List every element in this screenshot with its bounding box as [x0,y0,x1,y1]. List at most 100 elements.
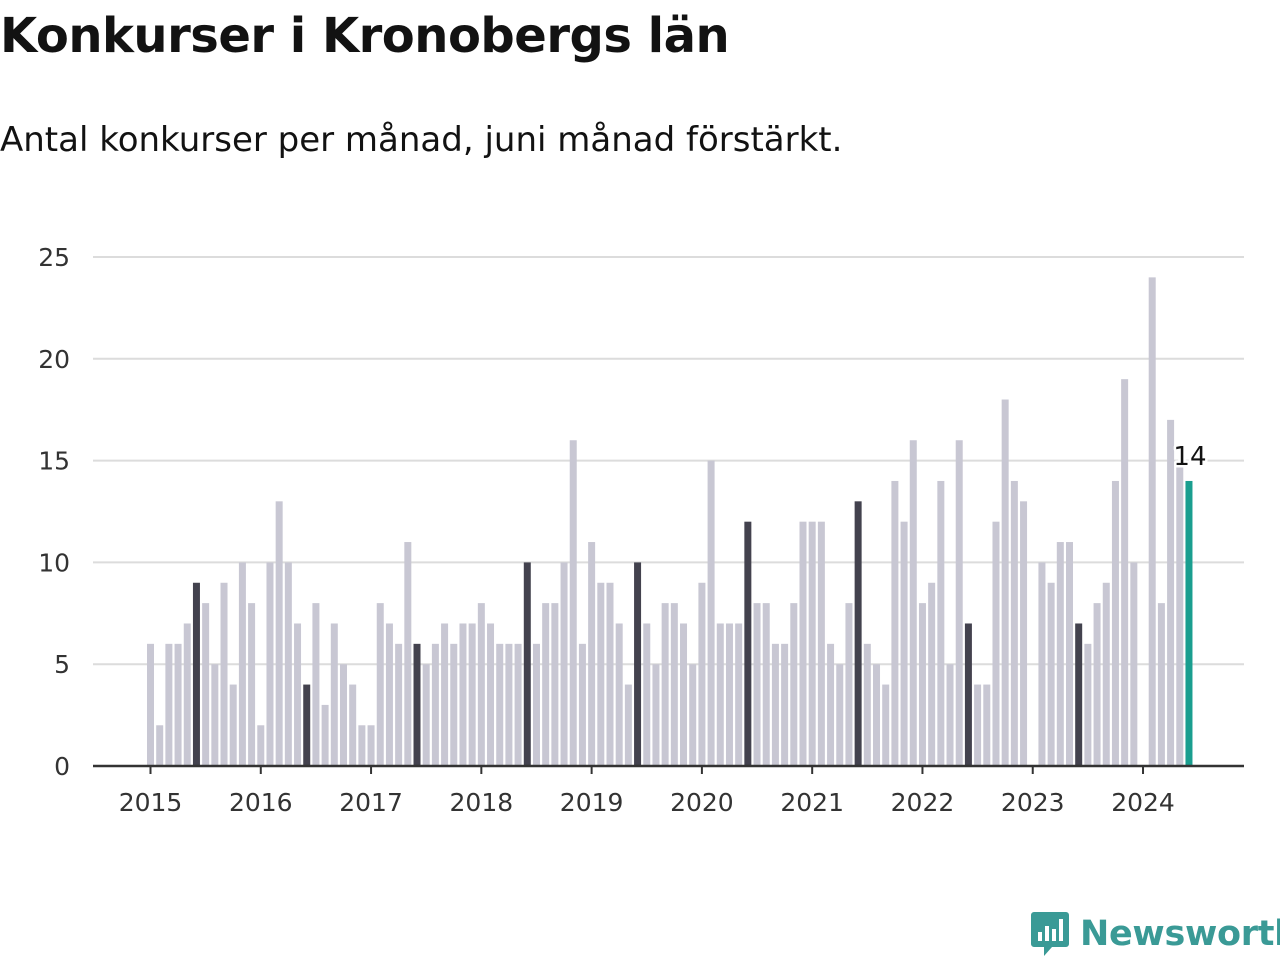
x-tick-label: 2016 [229,788,293,817]
bar [918,603,926,766]
newsworthy-logo-icon [1031,912,1069,956]
bar [974,684,982,766]
bar [725,623,733,766]
bar [716,623,724,766]
bar [670,603,678,766]
x-axis: 2015 2016 2017 2018 2019 2020 2021 2022 2023 2024 [93,764,1244,817]
bar [1130,562,1138,766]
bar [183,623,191,766]
bar [321,704,329,766]
bar [284,562,292,766]
y-tick-label: 10 [38,548,70,577]
bar [827,643,835,766]
bar [744,521,752,766]
bar [808,521,816,766]
bar [615,623,623,766]
bar [771,643,779,766]
bar [873,664,881,766]
bar [294,623,302,766]
bar [349,684,357,766]
x-tick-label: 2017 [339,788,403,817]
bar [1020,501,1028,766]
bar [560,562,568,766]
bar [1084,643,1092,766]
bar [634,562,642,766]
bar [202,603,210,766]
x-tick-label: 2020 [670,788,734,817]
bar [1121,379,1129,766]
bar [358,725,366,766]
bar [1001,399,1009,766]
bar [523,562,531,766]
bar [946,664,954,766]
bar [1167,419,1175,766]
bar [845,603,853,766]
brand-name: Newsworthy [1080,914,1280,954]
bar [790,603,798,766]
bar [192,582,200,766]
bar [689,664,697,766]
bar [854,501,862,766]
bar [459,623,467,766]
bar [624,684,632,766]
bar [606,582,614,766]
bar [661,603,669,766]
x-tick-label: 2022 [891,788,955,817]
y-tick-label: 15 [38,447,70,476]
x-tick-label: 2018 [450,788,514,817]
bar [551,603,559,766]
bar [817,521,825,766]
y-axis-labels: 0 5 10 15 20 25 [38,243,70,781]
y-tick-label: 5 [54,650,70,679]
bar [1075,623,1083,766]
x-tick-label: 2021 [780,788,844,817]
bar [431,643,439,766]
bar [928,582,936,766]
bar [330,623,338,766]
bars [147,277,1193,766]
bar [1176,460,1184,766]
y-tick-label: 25 [38,243,70,272]
bar [992,521,1000,766]
bar [1111,480,1119,766]
bar [450,643,458,766]
bar [891,480,899,766]
bar [652,664,660,766]
bar [643,623,651,766]
bar [1093,603,1101,766]
bar [339,664,347,766]
bar [735,623,743,766]
bar [174,643,182,766]
bar [578,643,586,766]
bar [211,664,219,766]
bar [569,440,577,766]
y-tick-label: 20 [38,345,70,374]
bar [753,603,761,766]
bar [937,480,945,766]
bar [900,521,908,766]
bar [1066,542,1073,766]
bar [836,664,844,766]
y-tick-label: 0 [54,752,70,781]
latest-value-label: 14 [1173,442,1206,472]
bar [1148,277,1156,766]
bar [680,623,688,766]
bar [955,440,963,766]
bar [487,623,495,766]
data-labels: 14 [1171,439,1209,474]
x-tick-label: 2024 [1111,788,1175,817]
bar [147,643,154,766]
bar [698,582,706,766]
bar [229,684,237,766]
bar [441,623,449,766]
bar [1047,582,1055,766]
bar [1185,480,1193,766]
bar [156,725,164,766]
bar [762,603,770,766]
bar [1010,480,1018,766]
newsworthy-logo: Newsworthy [1030,910,1280,958]
bar [964,623,972,766]
bar [597,582,605,766]
bar [248,603,256,766]
